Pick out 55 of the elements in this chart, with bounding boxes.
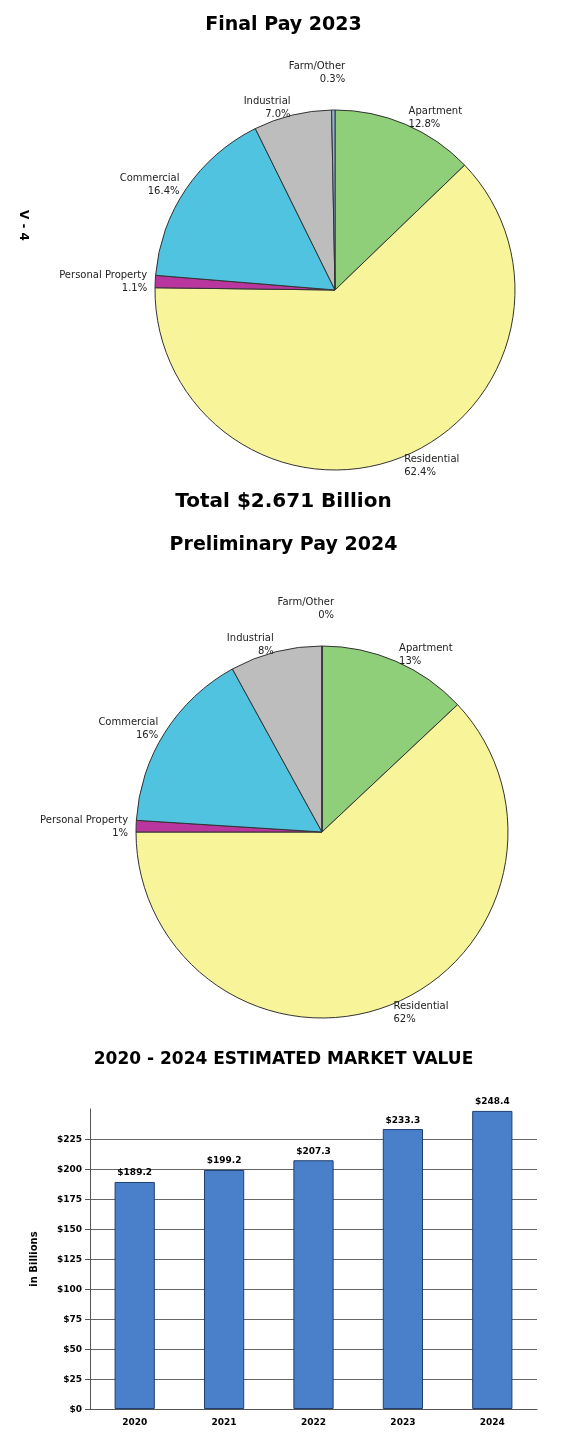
y-tick-label: $75: [63, 1314, 82, 1324]
data-label: 1.1%: [121, 282, 148, 294]
slice-label: Commercial: [98, 716, 159, 728]
bar: [382, 1129, 424, 1409]
slice-label: Residential: [393, 1000, 449, 1012]
slice-label: Industrial: [226, 632, 274, 644]
y-tick-label: $175: [56, 1194, 82, 1204]
data-label: $233.3: [385, 1114, 421, 1125]
x-tick-label: 2020: [122, 1416, 148, 1427]
data-label: 7.0%: [265, 108, 291, 120]
data-label: 0.3%: [319, 73, 346, 85]
y-tick-label: $200: [56, 1164, 82, 1174]
x-tick-label: 2021: [211, 1416, 237, 1427]
data-label: 1%: [112, 826, 129, 838]
slice-label: Apartment: [408, 105, 463, 116]
y-tick-label: $0: [69, 1404, 82, 1414]
text: 0%: [318, 609, 334, 620]
data-label: 62.4%: [404, 465, 436, 477]
category-label: Farm/Other: [277, 596, 334, 607]
chart-title: Preliminary Pay 2024: [169, 531, 398, 554]
y-tick-label: $100: [56, 1284, 82, 1294]
slice-label: Personal Property: [40, 813, 129, 825]
data-label: 16%: [135, 729, 159, 741]
data-label: 16.4%: [147, 185, 180, 197]
y-tick-label: $50: [63, 1344, 82, 1354]
slice-label: Residential: [404, 452, 460, 464]
slice-label: Industrial: [243, 95, 291, 107]
x-tick-label: 2024: [479, 1416, 505, 1427]
x-tick-label: 2023: [390, 1416, 416, 1427]
bar: [472, 1110, 513, 1409]
data-label: 62%: [393, 1013, 416, 1025]
slice-label: Commercial: [119, 172, 180, 184]
chart-title: 2020 - 2024 ESTIMATED MARKET VALUE: [93, 1047, 474, 1068]
y-tick-label: $150: [56, 1224, 82, 1234]
y-tick-label: $125: [56, 1254, 82, 1264]
data-label: 12.8%: [408, 118, 441, 129]
bar: [293, 1160, 334, 1409]
slice-label: Apartment: [399, 641, 453, 653]
data-label: $207.3: [296, 1145, 331, 1156]
data-label: $199.2: [206, 1155, 242, 1166]
slice-label: Personal Property: [59, 269, 148, 281]
y-tick-label: $225: [56, 1134, 82, 1144]
text: V - 4: [17, 210, 31, 241]
y-tick-label: $25: [63, 1374, 82, 1384]
slice-label: Farm/Other: [288, 60, 347, 72]
y-axis-title: in Billions: [27, 1231, 39, 1287]
data-label: 8%: [257, 645, 274, 657]
bar: [114, 1181, 155, 1409]
data-label: $248.4: [474, 1096, 510, 1107]
data-label: $189.2: [117, 1167, 153, 1178]
x-tick-label: 2022: [300, 1416, 327, 1427]
text: Total $2.671 Billion: [175, 488, 392, 512]
chart-title: Final Pay 2023: [205, 11, 362, 34]
bar: [203, 1169, 245, 1409]
data-label: 13%: [399, 654, 422, 666]
